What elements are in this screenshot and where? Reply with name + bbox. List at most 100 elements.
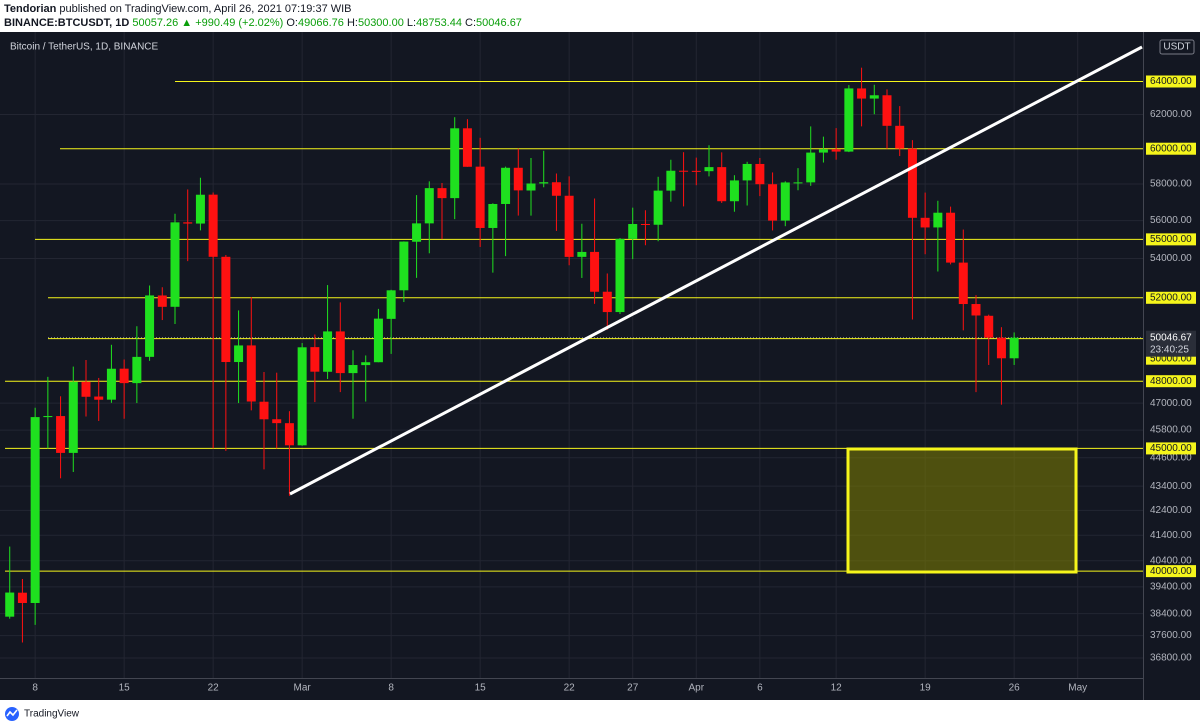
last-price-label: 50046.67 — [1150, 332, 1192, 343]
level-label-bg — [1146, 233, 1196, 246]
candle-body — [450, 128, 460, 199]
candle-body — [195, 194, 205, 224]
candle-body — [818, 149, 828, 153]
chart-title: Bitcoin / TetherUS, 1D, BINANCE — [10, 42, 159, 53]
grid — [0, 32, 1143, 678]
x-tick-label: 8 — [32, 683, 38, 694]
candle-body — [590, 251, 600, 292]
candle-body — [539, 182, 549, 184]
candle-body — [844, 88, 854, 152]
y-tick-label: 54000.00 — [1150, 253, 1192, 264]
y-tick-label: 43400.00 — [1150, 481, 1192, 492]
candle-body — [882, 95, 892, 126]
y-tick-label: 40400.00 — [1150, 555, 1192, 566]
x-tick-label: 6 — [757, 683, 763, 694]
candle-body — [551, 182, 561, 196]
x-tick-label: 26 — [1009, 683, 1021, 694]
candle-body — [234, 345, 244, 363]
x-tick-label: Mar — [294, 683, 312, 694]
candle-body — [259, 401, 269, 420]
level-label-bg — [1146, 375, 1196, 388]
x-tick-label: 15 — [119, 683, 131, 694]
y-tick-label: 38400.00 — [1150, 608, 1192, 619]
candle-body — [284, 423, 294, 446]
level-label-bg — [1146, 565, 1196, 578]
footer-brand: TradingView — [24, 709, 80, 720]
candle-body — [602, 291, 612, 313]
candle-body — [971, 304, 981, 316]
candle-body — [246, 345, 256, 402]
zone-box — [846, 447, 1078, 574]
candle-body — [386, 290, 396, 319]
change: ▲ +990.49 (+2.02%) — [181, 17, 283, 29]
y-tick-label: 62000.00 — [1150, 109, 1192, 120]
level-label: 52000.00 — [1150, 292, 1192, 303]
candle-body — [984, 315, 994, 338]
h: 50300.00 — [358, 17, 404, 29]
level-label: 40000.00 — [1150, 566, 1192, 577]
x-tick-label: 22 — [564, 683, 576, 694]
candle-body — [412, 223, 422, 242]
x-tick-label: 8 — [388, 683, 394, 694]
footer-logo — [5, 707, 19, 721]
candle-body — [869, 95, 879, 99]
candle-body — [920, 217, 930, 228]
author: Tendorian — [4, 3, 57, 15]
level-label: 48000.00 — [1150, 376, 1192, 387]
trend-line — [289, 45, 1143, 496]
candle-body — [958, 262, 968, 305]
candle-body — [462, 128, 472, 167]
candle-body — [119, 368, 129, 384]
l: 48753.44 — [416, 17, 462, 29]
candle-body — [831, 149, 841, 152]
y-tick-label: 39400.00 — [1150, 582, 1192, 593]
candle-body — [780, 182, 790, 221]
level-label-bg — [1146, 442, 1196, 455]
candle-body — [742, 163, 752, 181]
y-tick-label: 41400.00 — [1150, 530, 1192, 541]
x-tick-label: May — [1068, 683, 1087, 694]
candle-body — [640, 223, 650, 225]
candle-body — [30, 417, 40, 603]
candle-body — [361, 362, 371, 366]
y-tick-label: 44600.00 — [1150, 452, 1192, 463]
candle-body — [996, 337, 1006, 359]
candle-body — [272, 419, 282, 424]
level-label: 64000.00 — [1150, 76, 1192, 87]
candles — [5, 67, 1019, 643]
chart-bg — [0, 32, 1200, 700]
candle-body — [157, 295, 167, 307]
candle-body — [806, 152, 816, 183]
candle-body — [323, 331, 333, 372]
candle-body — [857, 88, 867, 99]
candle-body — [564, 195, 574, 257]
candle-body — [729, 180, 739, 202]
last: 50057.26 — [132, 17, 178, 29]
candle-body — [17, 592, 27, 603]
candle-body — [946, 212, 956, 263]
y-tick-label: 36800.00 — [1150, 653, 1192, 664]
level-label: 60000.00 — [1150, 143, 1192, 154]
l-label: L: — [407, 17, 416, 29]
x-tick-label: 15 — [475, 683, 487, 694]
y-tick-label: 58000.00 — [1150, 179, 1192, 190]
countdown: 23:40:25 — [1150, 344, 1189, 355]
candle-body — [475, 166, 485, 228]
candle-body — [526, 183, 536, 191]
published: published on TradingView.com, April 26, … — [59, 3, 351, 15]
candle-body — [704, 167, 714, 172]
candle-body — [132, 356, 142, 384]
candle-body — [755, 163, 765, 185]
header-bg — [0, 0, 1200, 32]
symbol: BINANCE:BTCUSDT, 1D — [4, 17, 129, 29]
y-tick-label: 56000.00 — [1150, 215, 1192, 226]
candle-body — [895, 125, 905, 149]
candle-body — [106, 368, 116, 400]
level-label-bg — [1146, 75, 1196, 88]
candle-body — [768, 184, 778, 221]
x-tick-label: 19 — [920, 683, 932, 694]
candle-body — [373, 318, 383, 363]
candle-body — [501, 167, 511, 204]
candle-body — [1009, 337, 1019, 359]
